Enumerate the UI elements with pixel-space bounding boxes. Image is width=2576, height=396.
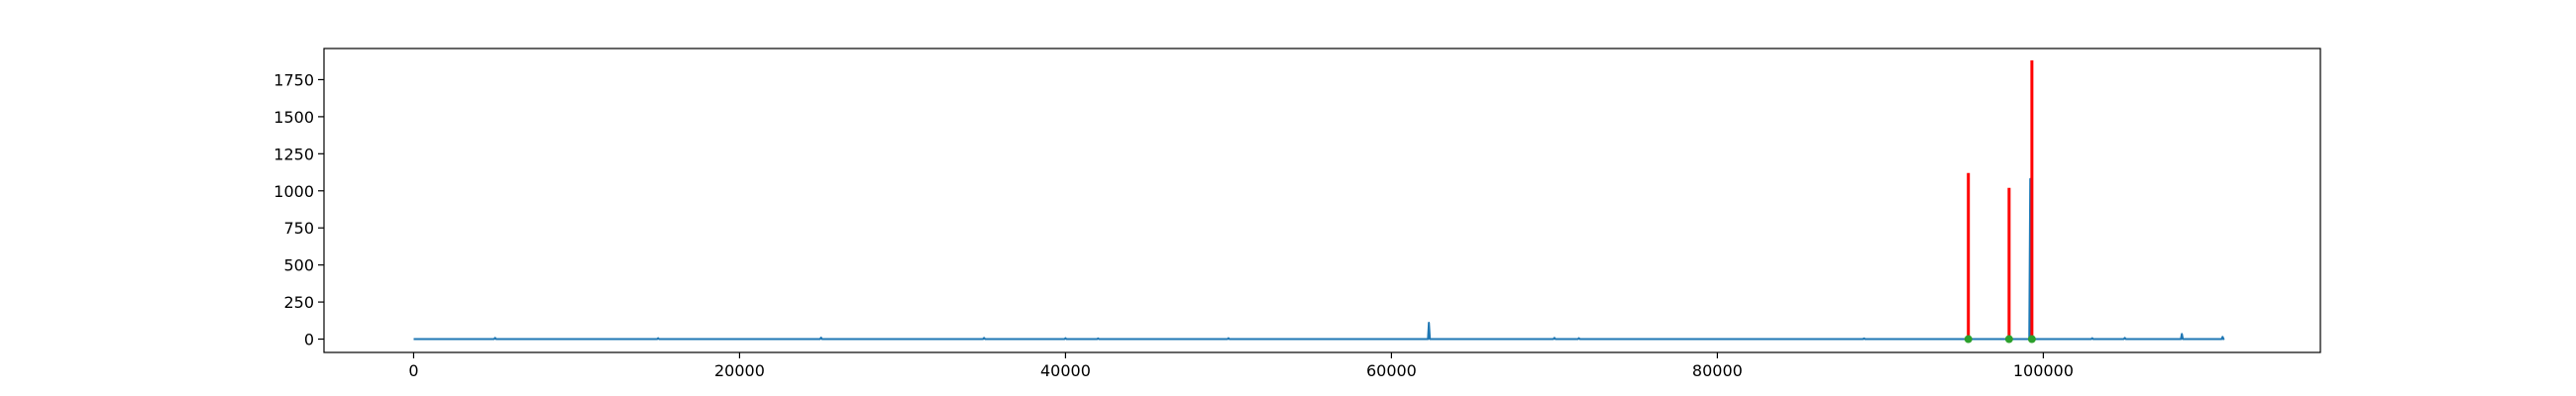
y-tick-label-7: 1750 xyxy=(273,70,314,89)
y-tick-label-5: 1250 xyxy=(273,145,314,163)
x-tick-label-5: 100000 xyxy=(2013,361,2074,380)
x-tick-label-0: 0 xyxy=(408,361,418,380)
y-tick-label-1: 250 xyxy=(283,293,314,312)
series-layer xyxy=(413,59,2225,344)
y-tick-label-4: 1000 xyxy=(273,182,314,201)
axes-frame xyxy=(323,48,2321,353)
y-tick-label-6: 1500 xyxy=(273,108,314,127)
x-tick-label-2: 40000 xyxy=(1040,361,1091,380)
green-marker-2 xyxy=(2027,335,2036,344)
green-marker-0 xyxy=(1964,335,1973,344)
series-0-line xyxy=(413,177,2225,341)
green-marker-1 xyxy=(2004,335,2013,344)
y-tick-label-3: 750 xyxy=(283,219,314,238)
x-tick-label-1: 20000 xyxy=(714,361,765,380)
axes-layer: 0 20000 40000 60000 80000 100000 0 250 500 750 100… xyxy=(273,48,2321,380)
y-tick-label-2: 500 xyxy=(283,256,314,275)
y-tick-label-0: 0 xyxy=(304,331,314,349)
x-tick-label-3: 60000 xyxy=(1366,361,1417,380)
x-tick-label-4: 80000 xyxy=(1692,361,1743,380)
